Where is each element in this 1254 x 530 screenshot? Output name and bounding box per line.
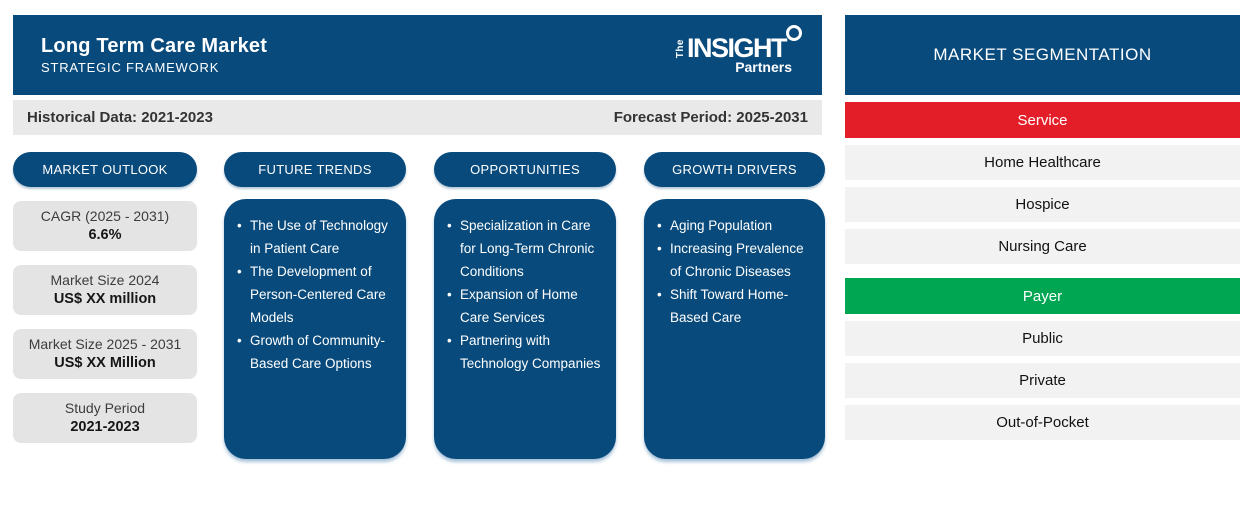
logo-the-text: The	[674, 38, 686, 59]
market-outlook-cards: CAGR (2025 - 2031) 6.6% Market Size 2024 US…	[13, 187, 197, 443]
future-trends-card: The Use of Technology in Patient CareThe…	[224, 199, 406, 459]
payer-segment-items: Public Private Out-of-Pocket	[845, 321, 1240, 440]
segment-item: Hospice	[845, 187, 1240, 222]
outlook-card: Market Size 2024 US$ XX million	[13, 265, 197, 315]
logo-partners-text: Partners	[735, 59, 792, 75]
growth-driver-item: Aging Population	[657, 214, 815, 237]
segment-item: Home Healthcare	[845, 145, 1240, 180]
future-trend-item: Growth of Community-Based Care Options	[237, 329, 396, 375]
segment-item: Nursing Care	[845, 229, 1240, 264]
future-trend-item: The Development of Person-Centered Care …	[237, 260, 396, 329]
card-value: US$ XX million	[53, 290, 157, 307]
segment-item: Private	[845, 363, 1240, 398]
future-trends-column: FUTURE TRENDS The Use of Technology in P…	[224, 152, 406, 459]
card-value: US$ XX Million	[54, 354, 156, 371]
forecast-period-label: Forecast Period: 2025-2031	[613, 109, 808, 126]
opportunities-pill: OPPORTUNITIES	[434, 152, 616, 187]
historical-data-label: Historical Data: 2021-2023	[27, 109, 213, 126]
service-segment-items: Home Healthcare Hospice Nursing Care	[845, 145, 1240, 264]
card-title: Study Period	[64, 399, 146, 416]
card-title: Market Size 2024	[50, 271, 160, 288]
future-trend-item: The Use of Technology in Patient Care	[237, 214, 396, 260]
market-segmentation-title: MARKET SEGMENTATION	[845, 15, 1240, 95]
card-value: 2021-2023	[70, 418, 140, 435]
card-value: 6.6%	[88, 226, 122, 243]
opportunities-card: Specialization in Care for Long-Term Chr…	[434, 199, 616, 459]
period-bar: Historical Data: 2021-2023 Forecast Peri…	[13, 100, 822, 135]
growth-driver-item: Shift Toward Home-Based Care	[657, 283, 815, 329]
opportunity-item: Expansion of Home Care Services	[447, 283, 606, 329]
growth-drivers-pill: GROWTH DRIVERS	[644, 152, 825, 187]
market-outlook-column: MARKET OUTLOOK CAGR (2025 - 2031) 6.6% Mar…	[13, 152, 197, 443]
segment-band-payer: Payer	[845, 278, 1240, 314]
growth-drivers-list: Aging PopulationIncreasing Prevalence of…	[657, 214, 815, 329]
segment-band-service: Service	[845, 102, 1240, 138]
future-trends-pill: FUTURE TRENDS	[224, 152, 406, 187]
growth-drivers-column: GROWTH DRIVERS Aging PopulationIncreasin…	[644, 152, 825, 459]
insight-partners-logo: The INSIGHT Partners	[674, 25, 802, 75]
opportunities-list: Specialization in Care for Long-Term Chr…	[447, 214, 606, 375]
future-trends-list: The Use of Technology in Patient CareThe…	[237, 214, 396, 375]
market-segmentation-panel: MARKET SEGMENTATION Service Home Healthc…	[845, 15, 1240, 440]
page-subtitle: STRATEGIC FRAMEWORK	[41, 60, 220, 75]
report-header: Long Term Care Market STRATEGIC FRAMEWOR…	[13, 15, 822, 95]
card-title: CAGR (2025 - 2031)	[40, 207, 170, 224]
card-title: Market Size 2025 - 2031	[28, 335, 182, 352]
page-title: Long Term Care Market	[41, 35, 268, 57]
title-block: Long Term Care Market STRATEGIC FRAMEWOR…	[41, 35, 267, 75]
opportunity-item: Specialization in Care for Long-Term Chr…	[447, 214, 606, 283]
segment-item: Out-of-Pocket	[845, 405, 1240, 440]
logo-magnifier-icon	[786, 25, 802, 41]
growth-drivers-card: Aging PopulationIncreasing Prevalence of…	[644, 199, 825, 459]
opportunity-item: Partnering with Technology Companies	[447, 329, 606, 375]
logo-top-row: The INSIGHT	[674, 25, 802, 63]
opportunities-column: OPPORTUNITIES Specialization in Care for…	[434, 152, 616, 459]
outlook-card: CAGR (2025 - 2031) 6.6%	[13, 201, 197, 251]
market-outlook-pill: MARKET OUTLOOK	[13, 152, 197, 187]
growth-driver-item: Increasing Prevalence of Chronic Disease…	[657, 237, 815, 283]
segment-item: Public	[845, 321, 1240, 356]
outlook-card: Study Period 2021-2023	[13, 393, 197, 443]
logo-insight-text: INSIGHT	[686, 33, 788, 63]
outlook-card: Market Size 2025 - 2031 US$ XX Million	[13, 329, 197, 379]
